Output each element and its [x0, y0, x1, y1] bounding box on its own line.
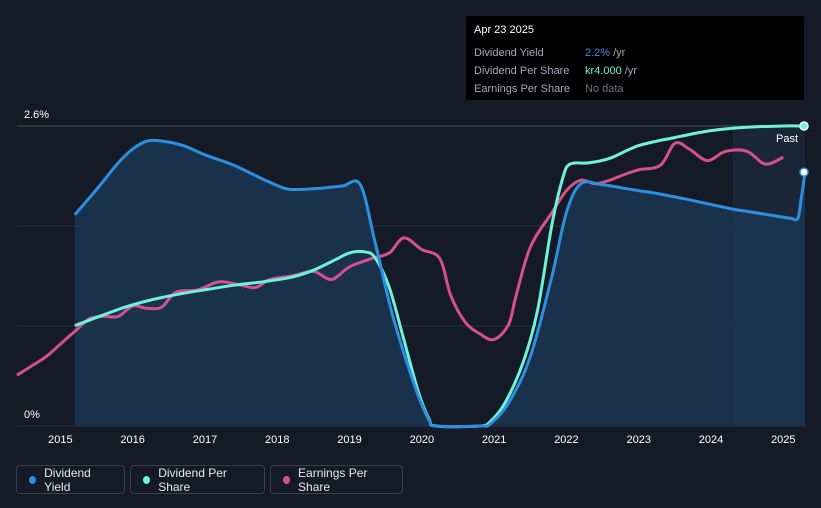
legend-label: Earnings Per Share: [298, 465, 368, 494]
legend-swatch: [283, 475, 291, 484]
tooltip-value: 2.2%: [585, 47, 611, 59]
tooltip-label: Earnings Per Share: [474, 83, 570, 95]
legend-item-earnings-per-share[interactable]: Earnings Per Share: [270, 465, 403, 494]
x-tick-label: 2017: [193, 434, 217, 446]
tooltip-value: No data: [585, 83, 624, 95]
x-tick-label: 2023: [626, 434, 650, 446]
past-label: Past: [776, 133, 798, 145]
tooltip-row-dividend-per-share: Dividend Per Share kr4.000 /yr: [474, 62, 796, 80]
tooltip-label: Dividend Per Share: [474, 65, 570, 77]
y-axis-ticks: 0% 2.6%: [24, 109, 49, 421]
tooltip-unit: /yr: [624, 65, 637, 77]
x-tick-label: 2019: [337, 434, 361, 446]
x-tick-label: 2016: [120, 434, 144, 446]
x-tick-label: 2015: [48, 434, 72, 446]
x-tick-label: 2020: [410, 434, 434, 446]
tooltip-value: kr4.000: [585, 65, 622, 77]
hover-tooltip: Apr 23 2025 Dividend Yield 2.2% /yr Divi…: [466, 16, 804, 100]
x-tick-label: 2024: [699, 434, 723, 446]
y-tick-label: 2.6%: [24, 109, 49, 121]
x-tick-label: 2018: [265, 434, 289, 446]
dividend-yield-end-marker: [799, 167, 809, 177]
legend-item-dividend-per-share[interactable]: Dividend Per Share: [130, 465, 265, 494]
legend-label: Dividend Yield: [44, 465, 91, 494]
tooltip-date: Apr 23 2025: [474, 24, 534, 36]
tooltip-unit: /yr: [613, 47, 626, 59]
legend-swatch: [143, 475, 151, 484]
dividend-yield-area: [74, 140, 806, 427]
x-tick-label: 2025: [771, 434, 795, 446]
x-tick-label: 2022: [554, 434, 578, 446]
legend-item-dividend-yield[interactable]: Dividend Yield: [16, 465, 125, 494]
tooltip-row-earnings-per-share: Earnings Per Share No data: [474, 80, 796, 98]
legend-swatch: [29, 475, 37, 484]
y-tick-label: 0%: [24, 409, 40, 421]
legend-label: Dividend Per Share: [158, 465, 227, 494]
dividend-yield-line[interactable]: [73, 138, 807, 429]
dividend-per-share-end-marker: [799, 121, 809, 131]
x-tick-label: 2021: [482, 434, 506, 446]
x-axis-ticks: 2015 2016 2017 2018 2019 2020 2021 2022 2023 2024…: [48, 434, 795, 446]
tooltip-label: Dividend Yield: [474, 47, 544, 59]
tooltip-row-dividend-yield: Dividend Yield 2.2% /yr: [474, 44, 796, 62]
